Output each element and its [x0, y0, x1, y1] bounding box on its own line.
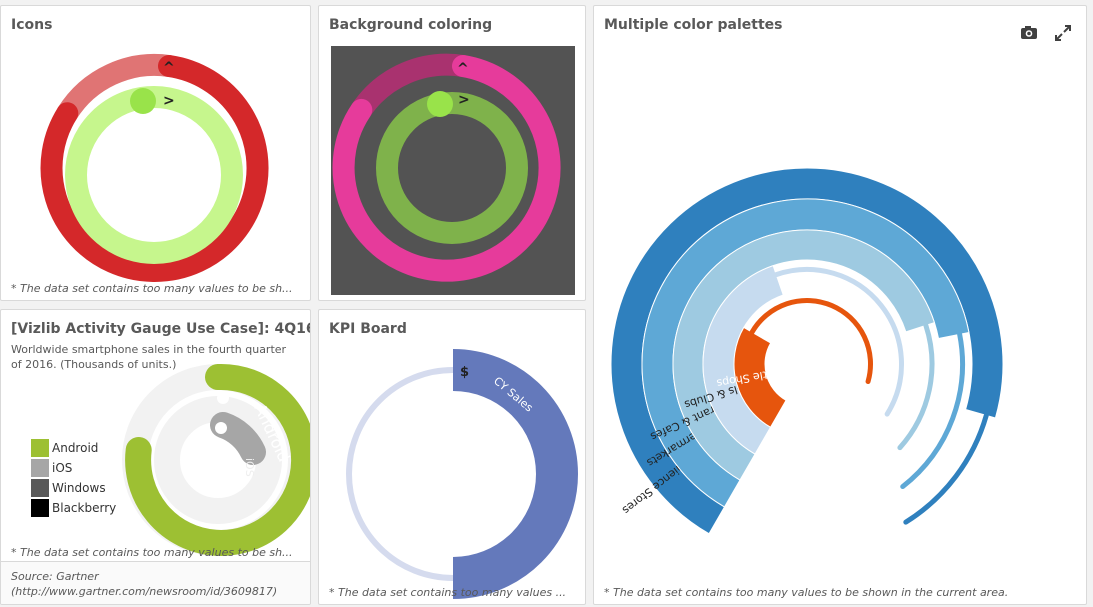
palette-ring-tail	[897, 322, 935, 451]
source-footer: Source: Gartner (http://www.gartner.com/…	[1, 561, 310, 604]
android-icon	[217, 392, 229, 404]
outer-ring-track	[56, 53, 180, 125]
legend-swatch	[31, 499, 49, 517]
legend-swatch	[31, 479, 49, 497]
data-limit-note: * The data set contains too many values …	[11, 282, 293, 295]
legend-label: iOS	[52, 461, 73, 475]
chevron-up-icon: ^	[457, 61, 469, 77]
legend-swatch	[31, 459, 49, 477]
vizlib-gauge[interactable]: Android iOS	[1, 310, 311, 570]
panel-title: KPI Board	[329, 321, 407, 337]
legend-item[interactable]: Windows	[31, 478, 116, 498]
green-ring-dot	[427, 91, 453, 117]
inner-ring-track	[154, 396, 282, 524]
kpi-gauge[interactable]: $ CY Sales	[319, 310, 586, 605]
background-gauge[interactable]: ^ >	[319, 6, 586, 301]
icons-gauge[interactable]: ^ >	[1, 6, 311, 301]
ios-arc	[210, 412, 266, 465]
legend-swatch	[31, 439, 49, 457]
inner-ring-dot	[130, 88, 156, 114]
expand-icon[interactable]	[1052, 22, 1074, 44]
chevron-right-icon: >	[458, 92, 470, 108]
legend-item[interactable]: Blackberry	[31, 498, 116, 518]
pink-ring-track	[350, 53, 474, 121]
vizlib-panel: [Vizlib Activity Gauge Use Case]: 4Q16 .…	[0, 309, 311, 605]
legend-label: Blackberry	[52, 501, 117, 515]
source-line-2: (http://www.gartner.com/newsroom/id/3609…	[11, 585, 278, 598]
background-panel: Background coloring ^ >	[318, 5, 586, 301]
palette-ring-tail	[773, 267, 904, 417]
legend-label: Windows	[52, 481, 106, 495]
legend-label: Android	[52, 441, 99, 455]
chevron-right-icon: >	[163, 93, 175, 109]
apple-icon	[215, 422, 227, 434]
palette-ring-tail	[900, 331, 965, 490]
panel-title: Multiple color palettes	[604, 17, 783, 33]
camera-icon[interactable]	[1018, 22, 1040, 44]
source-line-1: Source: Gartner	[11, 570, 99, 583]
legend-item[interactable]: Android	[31, 438, 116, 458]
legend: Android iOS Windows Blackberry	[31, 438, 116, 518]
palette-ring[interactable]	[733, 326, 787, 428]
palettes-panel: Multiple color palettes Convenience Stor…	[593, 5, 1087, 605]
currency-icon: $	[460, 365, 469, 380]
data-limit-note: * The data set contains too many values …	[329, 586, 567, 599]
android-arc	[125, 363, 310, 556]
chevron-up-icon: ^	[163, 60, 175, 76]
data-limit-note: * The data set contains too many values …	[604, 586, 1009, 599]
legend-item[interactable]: iOS	[31, 458, 116, 478]
panel-title: [Vizlib Activity Gauge Use Case]: 4Q16 .…	[11, 321, 311, 337]
kpi-panel: KPI Board $ CY Sales * The data set cont…	[318, 309, 586, 605]
panel-title: Background coloring	[329, 17, 493, 33]
panel-title: Icons	[11, 17, 53, 33]
icons-panel: Icons ^ > * The data set contains too ma…	[0, 5, 311, 301]
ios-arc-label: iOS	[243, 458, 256, 477]
data-limit-note: * The data set contains too many values …	[11, 546, 293, 559]
kpi-track	[346, 367, 454, 581]
dark-background	[331, 46, 575, 295]
panel-subtitle: Worldwide smartphone sales in the fourth…	[11, 343, 287, 371]
palette-ring-tail	[749, 298, 873, 385]
inner-ring	[65, 86, 243, 264]
kpi-arc	[452, 349, 578, 599]
palettes-gauge[interactable]: Convenience StoresSupermarketsRestaurant…	[594, 6, 1087, 605]
outer-ring-arc	[40, 55, 269, 282]
palette-ring-tail	[903, 412, 989, 525]
pink-ring-arc	[332, 55, 561, 282]
